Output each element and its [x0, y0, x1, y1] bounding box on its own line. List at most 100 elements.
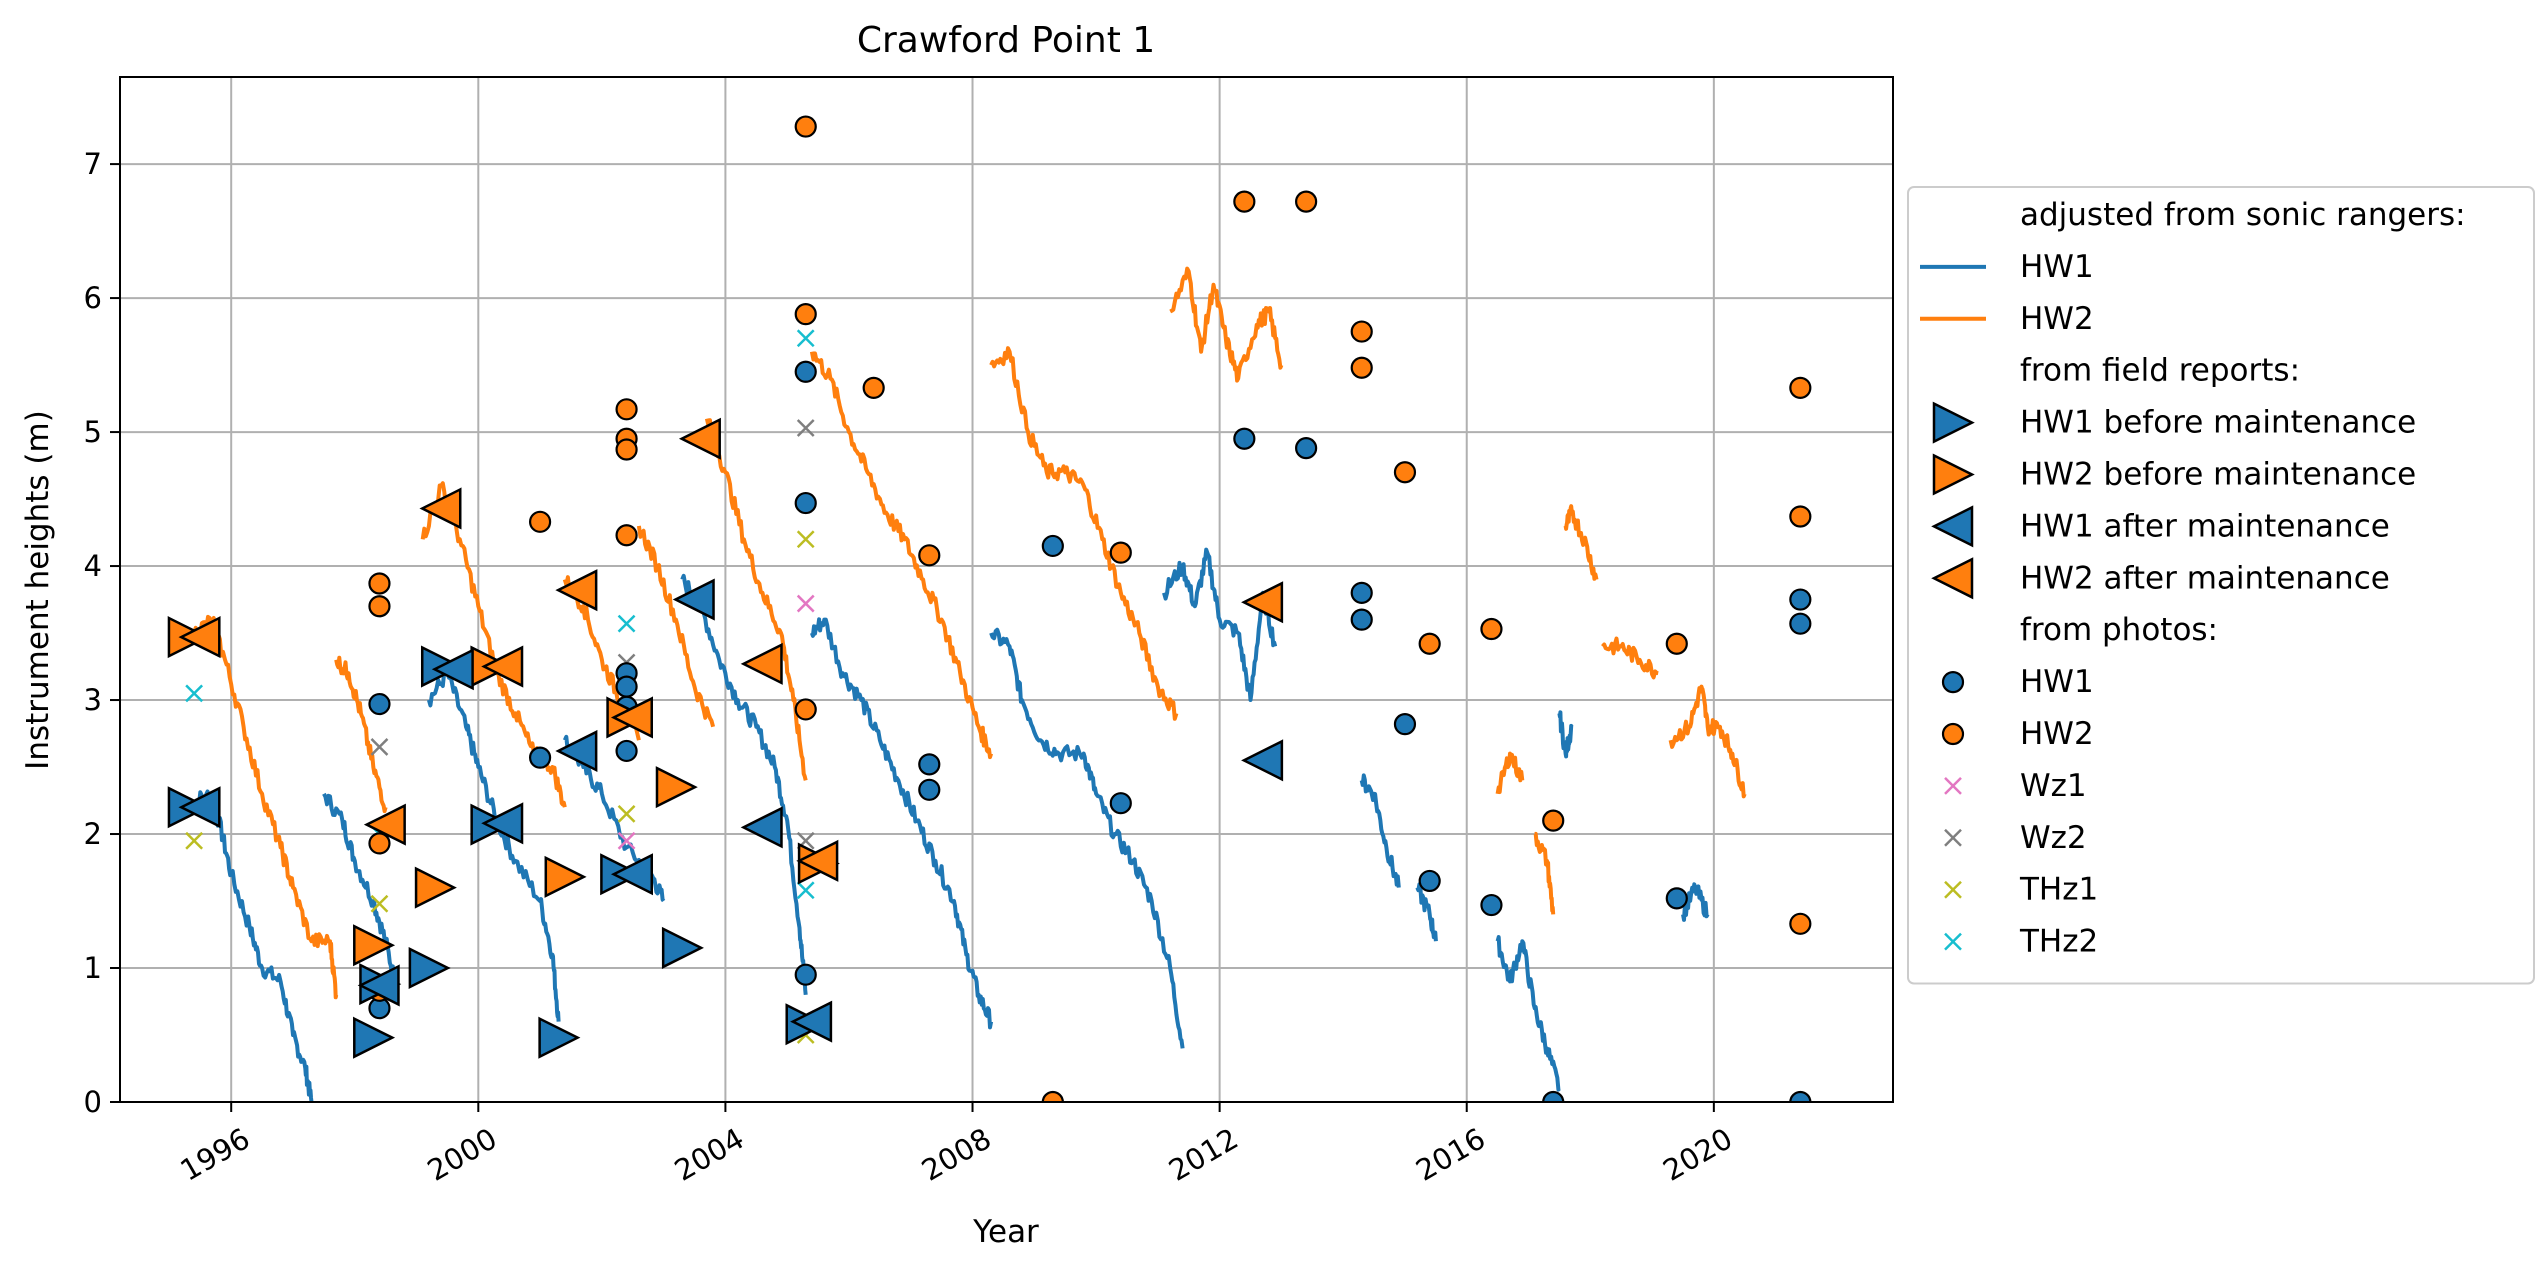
- marker-thz1: [370, 894, 389, 913]
- y-tick-label: 5: [84, 415, 102, 449]
- marker-hw1-photos: [794, 963, 817, 986]
- y-tick-label: 4: [84, 549, 102, 583]
- marker-hw1-before-maintenance: [408, 946, 451, 990]
- line-hw2: [1533, 831, 1556, 915]
- line-hw2: [334, 655, 388, 814]
- marker-hw2-photos: [918, 544, 941, 567]
- marker-hw2-photos: [1789, 505, 1812, 528]
- y-tick-label: 0: [84, 1085, 102, 1119]
- marker-hw2-after-maintenance: [678, 417, 721, 460]
- line-hw1: [1359, 773, 1401, 888]
- marker-hw1-photos: [1295, 437, 1318, 460]
- legend-marker-wz1: [1944, 777, 1962, 795]
- marker-hw2-after-maintenance: [555, 569, 598, 612]
- legend-label: HW1 before maintenance: [2020, 405, 2416, 441]
- marker-hw1-after-maintenance: [610, 853, 653, 896]
- legend-marker-hw2-before-maintenance: [1932, 453, 1975, 496]
- marker-wz2: [370, 738, 389, 756]
- line-hw2: [1563, 504, 1599, 581]
- marker-hw1-photos: [1350, 581, 1373, 604]
- marker-hw2-photos: [615, 398, 638, 421]
- marker-hw1-photos: [528, 746, 552, 769]
- marker-hw2-photos: [1418, 632, 1441, 655]
- line-hw2: [989, 346, 1179, 721]
- marker-hw2-photos: [1295, 190, 1318, 213]
- legend-label: HW1 after maintenance: [2020, 508, 2390, 544]
- marker-hw2-after-maintenance: [740, 642, 783, 685]
- plot-area: [167, 115, 1812, 1102]
- marker-hw2-photos: [1480, 617, 1503, 641]
- marker-thz2: [796, 881, 815, 900]
- y-tick-label: 7: [84, 147, 102, 181]
- marker-thz1-stroke: [370, 894, 389, 913]
- line-hw1: [186, 789, 314, 1102]
- line-hw1: [1557, 710, 1574, 759]
- legend-marker-thz1: [1944, 880, 1962, 899]
- y-tick-label: 6: [84, 281, 102, 315]
- legend-label: HW2: [2020, 716, 2094, 752]
- marker-hw1-photos: [368, 692, 391, 716]
- x-axis: 1996 2000 2004 2008 2012 2016 2020: [175, 1102, 1738, 1188]
- marker-hw2-photos: [794, 303, 817, 326]
- marker-thz1: [617, 805, 636, 823]
- marker-thz2: [185, 684, 204, 703]
- marker-hw2-after-maintenance: [363, 803, 406, 846]
- marker-hw1-after-maintenance: [431, 648, 474, 691]
- marker-hw1-photos: [615, 675, 638, 698]
- marker-hw2-photos: [1542, 809, 1565, 832]
- marker-thz2: [796, 329, 815, 348]
- legend-marker-thz1-stroke: [1944, 880, 1962, 899]
- marker-hw1-after-maintenance: [672, 578, 715, 621]
- line-hw2: [1169, 266, 1284, 383]
- line-hw1: [810, 617, 994, 1030]
- marker-hw1-photos: [1393, 713, 1417, 736]
- marker-hw2-photos: [528, 510, 552, 533]
- marker-hw1-photos: [1789, 1090, 1812, 1102]
- marker-hw2-photos: [1350, 356, 1373, 379]
- line-hw1: [1415, 882, 1438, 942]
- marker-hw2-photos: [1789, 376, 1812, 399]
- line-hw2: [1495, 751, 1525, 795]
- marker-hw2-photos: [1350, 320, 1373, 343]
- marker-hw1-before-maintenance: [661, 926, 704, 969]
- marker-hw1-after-maintenance: [555, 729, 598, 772]
- marker-hw1-photos: [918, 778, 941, 801]
- x-tick-label: 2008: [916, 1121, 997, 1187]
- marker-hw2-after-maintenance: [178, 616, 221, 659]
- marker-hw2-after-maintenance: [419, 487, 462, 530]
- legend-marker-hw1-before-maintenance: [1932, 401, 1975, 444]
- line-hw2: [636, 525, 716, 728]
- legend-label: adjusted from sonic rangers:: [2020, 197, 2466, 233]
- marker-hw2-photos: [615, 524, 638, 547]
- marker-hw1-before-maintenance: [353, 1016, 396, 1059]
- marker-hw2-before-maintenance: [544, 855, 587, 898]
- marker-hw1-photos: [918, 753, 941, 776]
- marker-hw2-before-maintenance: [414, 866, 457, 909]
- marker-hw2-photos: [368, 595, 391, 618]
- marker-hw1-photos: [1542, 1090, 1565, 1102]
- legend: adjusted from sonic rangers: HW1 HW2 from f…: [1907, 186, 2535, 985]
- marker-hw2-after-maintenance: [1241, 581, 1284, 624]
- marker-wz1: [796, 594, 815, 613]
- marker-hw2-photos: [1109, 541, 1132, 564]
- marker-hw1-after-maintenance: [740, 806, 783, 849]
- x-tick-label: 2016: [1410, 1121, 1491, 1187]
- legend-label: THz2: [2019, 924, 2098, 960]
- marker-hw2-before-maintenance: [655, 766, 698, 809]
- legend-marker-wz1-stroke: [1944, 777, 1962, 795]
- marker-hw1-photos: [1789, 588, 1812, 611]
- marker-thz1: [185, 831, 204, 850]
- grid: [120, 77, 1893, 1103]
- marker-wz2-stroke: [370, 738, 389, 756]
- x-tick-label: 2004: [669, 1121, 750, 1187]
- legend-label: HW2: [2020, 301, 2094, 337]
- marker-hw1-before-maintenance: [538, 1016, 581, 1059]
- line-hw2: [1601, 636, 1659, 680]
- marker-hw2-photos: [1393, 461, 1417, 484]
- line-hw1: [680, 573, 808, 995]
- legend-marker-hw2-after-maintenance: [1931, 557, 1974, 600]
- legend-label: HW2 after maintenance: [2020, 560, 2390, 596]
- marker-thz2-stroke: [185, 684, 204, 703]
- marker-hw1-photos: [1350, 608, 1373, 631]
